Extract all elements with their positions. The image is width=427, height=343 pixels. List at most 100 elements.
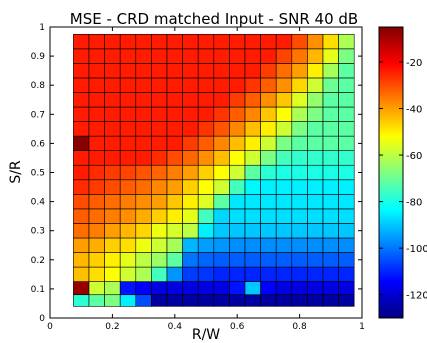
heatmap-cell [182, 294, 199, 307]
heatmap-cell [229, 106, 246, 122]
heatmap-cell [213, 164, 230, 181]
heatmap-cell [291, 294, 308, 307]
heatmap-cell [104, 92, 121, 108]
heatmap-cell [260, 48, 277, 64]
heatmap-cell [119, 150, 137, 166]
heatmap-cell [275, 266, 293, 282]
x-tick-label: 0.4 [168, 322, 183, 332]
heatmap-cell [260, 252, 277, 268]
heatmap-cell [73, 33, 90, 50]
heatmap-cell [119, 106, 137, 122]
heatmap-cell [260, 194, 277, 210]
heatmap-cell [213, 223, 230, 239]
heatmap-cell [244, 179, 261, 195]
heatmap-cell [307, 121, 324, 137]
heatmap-cell [213, 77, 230, 93]
heatmap-cell [322, 33, 339, 50]
heatmap-cell [307, 92, 324, 108]
heatmap-cell [307, 266, 324, 282]
heatmap-cell [213, 135, 230, 151]
heatmap-cell [213, 266, 230, 282]
heatmap-cell [182, 135, 199, 151]
heatmap-cell [166, 77, 183, 93]
heatmap-cell [88, 223, 105, 239]
heatmap-cell [260, 135, 277, 151]
heatmap-cell [260, 63, 277, 79]
heatmap-cell [322, 150, 339, 166]
heatmap-cell [291, 281, 308, 296]
heatmap-cell [338, 281, 355, 296]
heatmap-cell [322, 208, 339, 224]
heatmap-cell [182, 164, 199, 181]
heatmap-cell [322, 294, 339, 307]
heatmap-cell [88, 208, 105, 224]
heatmap-cell [182, 179, 199, 195]
x-tick-label: 0 [47, 322, 53, 332]
heatmap-cell [197, 106, 215, 122]
y-tick-label: 0.1 [31, 285, 45, 295]
heatmap-cell [119, 266, 137, 282]
heatmap-cell [119, 252, 137, 268]
colorbar-tick-label: -80 [406, 198, 422, 209]
heatmap-cell [197, 179, 215, 195]
heatmap-cell [338, 208, 355, 224]
heatmap-cell [151, 164, 168, 181]
heatmap-cell [166, 179, 183, 195]
heatmap-cell [307, 48, 324, 64]
heatmap-cell [275, 237, 293, 253]
heatmap-cell [338, 252, 355, 268]
heatmap-cell [104, 63, 121, 79]
heatmap-cell [213, 63, 230, 79]
heatmap-cell [151, 150, 168, 166]
x-tick-label: 0.8 [292, 322, 307, 332]
heatmap-cell [260, 294, 277, 307]
heatmap-cell [275, 121, 293, 137]
heatmap-cell [307, 252, 324, 268]
heatmap-cell [166, 164, 183, 181]
heatmap-cell [229, 194, 246, 210]
heatmap-cell [135, 194, 152, 210]
heatmap-cell [244, 281, 261, 296]
heatmap-cell [307, 150, 324, 166]
heatmap-cell [166, 121, 183, 137]
heatmap-cell [151, 106, 168, 122]
heatmap-cell [73, 106, 90, 122]
heatmap-cell [338, 266, 355, 282]
heatmap-cell [104, 237, 121, 253]
heatmap-cell [119, 77, 137, 93]
y-tick-label: 0.8 [31, 81, 46, 91]
heatmap-cell [166, 92, 183, 108]
heatmap-cell [197, 121, 215, 137]
heatmap-cell [166, 135, 183, 151]
heatmap-cell [260, 150, 277, 166]
heatmap-cell [73, 77, 90, 93]
heatmap-cell [88, 121, 105, 137]
heatmap-cell [182, 252, 199, 268]
heatmap-cell [197, 223, 215, 239]
colorbar-tick-label: -120 [406, 291, 427, 302]
heatmap-cell [307, 164, 324, 181]
heatmap-cell [119, 33, 137, 50]
heatmap-cell [229, 164, 246, 181]
heatmap-cell [182, 48, 199, 64]
heatmap-cell [135, 63, 152, 79]
heatmap-cell [104, 281, 121, 296]
heatmap-cell [88, 33, 105, 50]
heatmap-cell [182, 281, 199, 296]
heatmap-cell [213, 281, 230, 296]
heatmap-cell [119, 164, 137, 181]
heatmap-cell [213, 237, 230, 253]
heatmap-cell [197, 92, 215, 108]
heatmap-cell [135, 237, 152, 253]
heatmap-cell [291, 194, 308, 210]
x-axis-ticks: 0 0.2 0.4 0.6 0.8 1 [47, 27, 365, 332]
heatmap-cell [88, 135, 105, 151]
heatmap-cell [307, 106, 324, 122]
heatmap-cell [104, 208, 121, 224]
heatmap-cell [119, 208, 137, 224]
heatmap-cell [197, 63, 215, 79]
heatmap-cell [135, 294, 152, 307]
heatmap-cell [182, 106, 199, 122]
heatmap-cell [104, 266, 121, 282]
heatmap-cell [197, 252, 215, 268]
